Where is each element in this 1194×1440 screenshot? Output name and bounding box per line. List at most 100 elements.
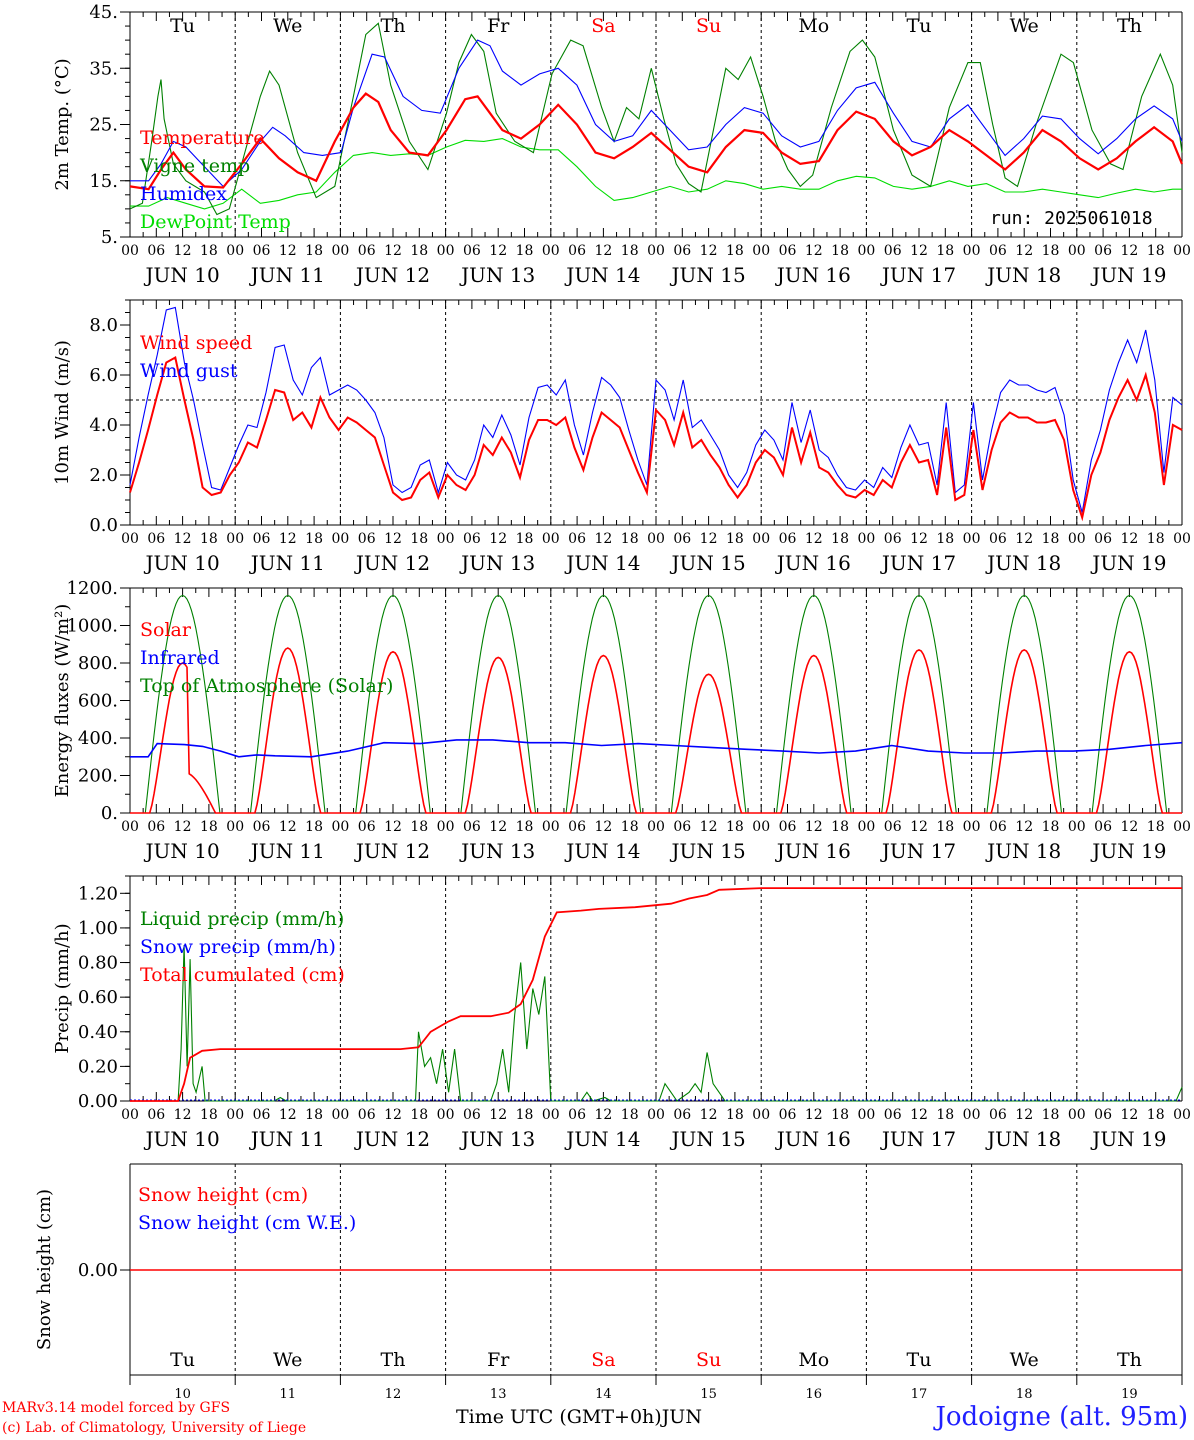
date-label: JUN 18	[985, 551, 1061, 575]
y-tick-label: 600.	[78, 691, 118, 712]
date-label: JUN 13	[459, 263, 535, 287]
hour-tick-label: 18	[305, 819, 323, 835]
hour-tick-label: 06	[1094, 1107, 1112, 1123]
y-tick-label: 1.00	[78, 918, 118, 939]
hour-tick-label: 00	[752, 531, 770, 547]
legend-entry: Humidex	[140, 183, 227, 205]
hour-tick-label: 18	[1042, 1107, 1060, 1123]
hour-tick-label: 00	[1068, 243, 1086, 259]
hour-tick-label: 00	[963, 531, 981, 547]
hour-tick-label: 06	[358, 1107, 376, 1123]
hour-tick-label: 18	[1147, 243, 1165, 259]
hour-tick-label: 00	[437, 819, 455, 835]
day-name-label: Mo	[798, 15, 829, 37]
date-label: JUN 18	[985, 263, 1061, 287]
hour-tick-label: 00	[331, 819, 349, 835]
hour-tick-label: 18	[726, 243, 744, 259]
date-label: JUN 13	[459, 1127, 535, 1151]
hour-tick-label: 00	[647, 243, 665, 259]
hour-tick-label: 12	[805, 1107, 823, 1123]
hour-tick-label: 00	[752, 243, 770, 259]
day-name-label: Fr	[487, 15, 510, 37]
hour-tick-label: 00	[121, 1107, 139, 1123]
y-tick-label: 0.0	[89, 515, 118, 536]
hour-tick-label: 18	[516, 819, 534, 835]
series-line-wind-gust	[129, 306, 1183, 513]
date-number-label: 15	[700, 1387, 717, 1402]
y-tick-label: 6.0	[89, 365, 118, 386]
hour-tick-label: 18	[831, 819, 849, 835]
hour-tick-label: 06	[147, 531, 165, 547]
date-label: JUN 18	[985, 1127, 1061, 1151]
date-label: JUN 10	[144, 263, 220, 287]
hour-tick-label: 06	[779, 531, 797, 547]
date-label: JUN 19	[1090, 263, 1166, 287]
hour-tick-label: 06	[884, 531, 902, 547]
date-number-label: 16	[806, 1387, 823, 1402]
date-label: JUN 17	[880, 263, 956, 287]
hour-tick-label: 00	[963, 819, 981, 835]
hour-tick-label: 00	[1068, 819, 1086, 835]
date-label: JUN 16	[775, 551, 851, 575]
hour-tick-label: 12	[1015, 243, 1033, 259]
hour-tick-label: 12	[700, 531, 718, 547]
hour-tick-label: 06	[253, 1107, 271, 1123]
hour-tick-label: 06	[147, 819, 165, 835]
day-name-label: We	[273, 15, 302, 37]
day-name-label: We	[1010, 15, 1039, 37]
hour-tick-label: 12	[384, 1107, 402, 1123]
hour-tick-label: 12	[910, 1107, 928, 1123]
series-line-liquid-precip	[130, 945, 1183, 1102]
hour-tick-label: 12	[489, 243, 507, 259]
legend-entry: Top of Atmosphere (Solar)	[140, 675, 393, 697]
hour-tick-label: 12	[384, 819, 402, 835]
hour-tick-label: 00	[226, 531, 244, 547]
day-name-label: Th	[1117, 1349, 1142, 1371]
hour-tick-label: 00	[752, 819, 770, 835]
model-credit: MARv3.14 model forced by GFS	[2, 1400, 231, 1416]
y-tick-label: 0.40	[78, 1022, 118, 1043]
date-label: JUN 16	[775, 263, 851, 287]
hour-tick-label: 18	[200, 531, 218, 547]
date-label: JUN 10	[144, 1127, 220, 1151]
y-tick-label: 0.00	[78, 1260, 118, 1281]
date-number-label: 13	[490, 1387, 507, 1402]
hour-tick-label: 12	[1015, 1107, 1033, 1123]
hour-tick-label: 00	[647, 1107, 665, 1123]
series-line-temperature	[129, 92, 1184, 191]
date-label: JUN 12	[354, 839, 430, 863]
hour-tick-label: 12	[279, 531, 297, 547]
date-label: JUN 17	[880, 551, 956, 575]
hour-tick-label: 06	[884, 1107, 902, 1123]
hour-tick-label: 06	[568, 243, 586, 259]
y-tick-label: 5.	[101, 227, 118, 248]
hour-tick-label: 18	[726, 531, 744, 547]
hour-tick-label: 12	[1120, 243, 1138, 259]
hour-tick-label: 12	[384, 243, 402, 259]
hour-tick-label: 00	[1068, 1107, 1086, 1123]
y-tick-label: 0.20	[78, 1056, 118, 1077]
hour-tick-label: 18	[621, 243, 639, 259]
date-label: JUN 13	[459, 551, 535, 575]
hour-tick-label: 00	[331, 1107, 349, 1123]
day-name-label: Th	[381, 15, 406, 37]
day-name-label: Fr	[487, 1349, 510, 1371]
series-line-humidex	[130, 39, 1183, 188]
hour-tick-label: 18	[305, 1107, 323, 1123]
panel-4	[129, 875, 1183, 1102]
legend-entry: Vigne temp	[139, 155, 250, 177]
series-line-wind-speed	[129, 355, 1183, 522]
hour-tick-label: 12	[910, 531, 928, 547]
hour-tick-label: 00	[437, 243, 455, 259]
y-axis-label: Energy fluxes (W/m²)	[52, 604, 73, 798]
hour-tick-label: 06	[989, 1107, 1007, 1123]
hour-tick-label: 18	[200, 1107, 218, 1123]
hour-tick-label: 06	[779, 243, 797, 259]
hour-tick-label: 06	[884, 819, 902, 835]
hour-tick-label: 00	[226, 243, 244, 259]
hour-tick-label: 06	[463, 531, 481, 547]
hour-tick-label: 00	[542, 819, 560, 835]
hour-tick-label: 18	[410, 1107, 428, 1123]
run-label: run: 2025061018	[990, 208, 1153, 229]
